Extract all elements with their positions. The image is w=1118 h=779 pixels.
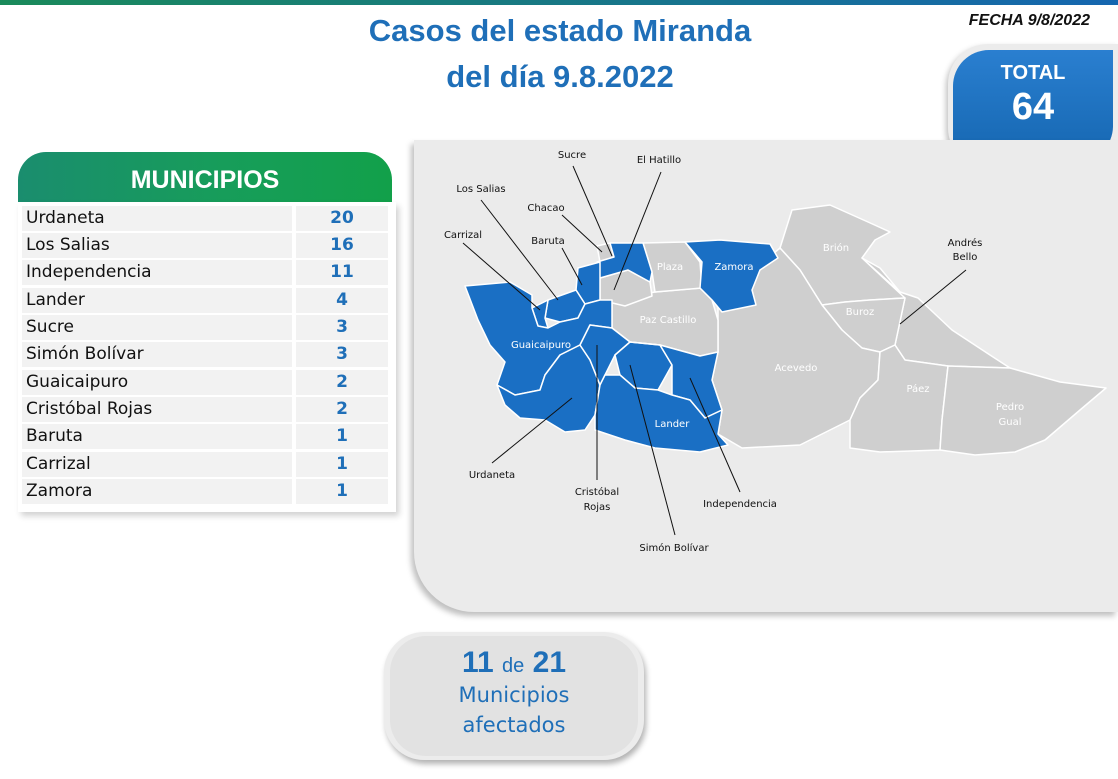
table-row: Sucre 3 <box>22 315 388 340</box>
label-urdaneta: Urdaneta <box>469 470 515 481</box>
label-paz-castillo: Paz Castillo <box>640 315 697 326</box>
afectados-total: 21 <box>532 646 567 679</box>
table-row: Guaicaipuro 2 <box>22 370 388 395</box>
callout-line-simon-bolivar <box>629 364 676 536</box>
municipio-name: Urdaneta <box>22 206 292 231</box>
afectados-box: 11 de 21 Municipios afectados <box>390 636 638 756</box>
afectados-label-2: afectados <box>462 713 566 737</box>
municipio-name: Carrizal <box>22 452 292 477</box>
label-sucre: Sucre <box>558 150 586 161</box>
municipio-name: Baruta <box>22 424 292 449</box>
municipio-name: Independencia <box>22 260 292 285</box>
callout-line-baruta <box>561 247 583 286</box>
callout-line-carrizal <box>462 242 541 311</box>
label-los-salias: Los Salias <box>456 184 505 195</box>
label-independencia: Independencia <box>703 499 777 510</box>
label-baruta: Baruta <box>531 236 565 247</box>
callout-line-chacao <box>561 214 603 253</box>
total-label: TOTAL <box>1000 62 1066 84</box>
municipio-count: 2 <box>296 397 388 422</box>
municipio-count: 11 <box>296 260 388 285</box>
municipio-count: 3 <box>296 315 388 340</box>
table-row: Simón Bolívar 3 <box>22 342 388 367</box>
miranda-map: Plaza Zamora Brión Paz Castillo Guaicaip… <box>444 150 1107 554</box>
top-decorative-strip <box>0 0 1118 5</box>
municipio-zamora <box>684 239 779 313</box>
municipio-count: 1 <box>296 424 388 449</box>
label-andres-bello-1: Andrés <box>948 237 983 249</box>
afectados-de: de <box>502 655 525 677</box>
municipios-header: MUNICIPIOS <box>18 152 392 202</box>
label-simon-bolivar: Simón Bolívar <box>639 542 709 554</box>
date-label: FECHA 9/8/2022 <box>968 12 1090 29</box>
municipio-name: Los Salias <box>22 233 292 258</box>
table-row: Zamora 1 <box>22 479 388 504</box>
total-value: 64 <box>1011 86 1055 128</box>
label-brion: Brión <box>823 242 849 254</box>
label-el-hatillo: El Hatillo <box>637 155 681 166</box>
municipio-count: 3 <box>296 342 388 367</box>
table-row: Independencia 11 <box>22 260 388 285</box>
label-acevedo: Acevedo <box>775 363 818 374</box>
label-lander: Lander <box>655 419 691 430</box>
label-zamora: Zamora <box>714 262 753 273</box>
afectados-ratio: 11 de 21 <box>390 636 638 680</box>
table-row: Los Salias 16 <box>22 233 388 258</box>
table-row: Cristóbal Rojas 2 <box>22 397 388 422</box>
municipio-lander <box>594 374 729 453</box>
callout-line-andres-bello <box>899 269 967 325</box>
label-pedro-gual-1: Pedro <box>996 402 1024 413</box>
table-row: Urdaneta 20 <box>22 206 388 231</box>
municipio-name: Cristóbal Rojas <box>22 397 292 422</box>
municipio-name: Guaicaipuro <box>22 370 292 395</box>
title-line-1: Casos del estado Miranda <box>368 13 752 48</box>
label-carrizal: Carrizal <box>444 230 482 241</box>
municipio-count: 4 <box>296 288 388 313</box>
callout-line-urdaneta <box>491 397 573 464</box>
label-pedro-gual-2: Gual <box>999 417 1022 428</box>
municipio-pedro-gual <box>939 365 1107 456</box>
municipio-name: Lander <box>22 288 292 313</box>
table-row: Lander 4 <box>22 288 388 313</box>
table-row: Baruta 1 <box>22 424 388 449</box>
afectados-label-1: Municipios <box>458 683 570 707</box>
municipio-name: Simón Bolívar <box>22 342 292 367</box>
label-cristobal-rojas-2: Rojas <box>584 502 611 513</box>
afectados-count: 11 <box>461 646 494 679</box>
municipio-name: Zamora <box>22 479 292 504</box>
municipios-table: Urdaneta 20 Los Salias 16 Independencia … <box>18 202 396 512</box>
municipio-count: 2 <box>296 370 388 395</box>
label-paez: Páez <box>906 383 929 395</box>
callout-line-los-salias <box>480 199 559 301</box>
municipio-name: Sucre <box>22 315 292 340</box>
title-line-2: del día 9.8.2022 <box>446 59 674 94</box>
label-chacao: Chacao <box>527 203 564 214</box>
label-andres-bello-2: Bello <box>953 252 978 263</box>
label-buroz: Buroz <box>846 307 874 318</box>
page-title: Casos del estado Miranda del día 9.8.202… <box>300 8 820 100</box>
callout-line-independencia <box>689 377 741 493</box>
label-plaza: Plaza <box>657 262 683 273</box>
table-row: Carrizal 1 <box>22 452 388 477</box>
municipio-count: 1 <box>296 479 388 504</box>
municipio-count: 1 <box>296 452 388 477</box>
callout-line-sucre <box>572 165 613 257</box>
label-cristobal-rojas-1: Cristóbal <box>575 486 619 498</box>
municipio-count: 16 <box>296 233 388 258</box>
callout-line-el-hatillo <box>613 171 662 291</box>
municipio-paez <box>849 344 949 453</box>
label-guaicaipuro: Guaicaipuro <box>511 340 571 351</box>
municipio-count: 20 <box>296 206 388 231</box>
